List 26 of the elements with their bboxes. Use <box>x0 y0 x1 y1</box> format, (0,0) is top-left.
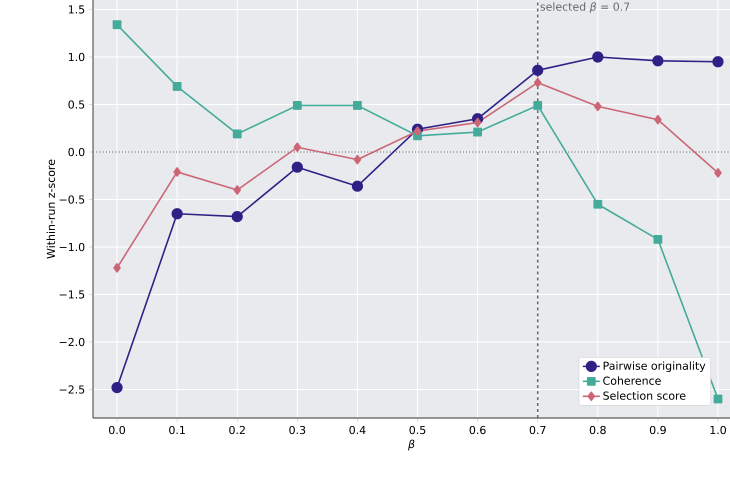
y-tick-label: −0.5 <box>60 195 84 204</box>
legend-label: Selection score <box>603 391 686 400</box>
x-tick-label: 0.0 <box>109 426 126 434</box>
x-axis-title: β <box>408 440 414 450</box>
legend-label: Coherence <box>603 376 661 385</box>
x-tick-label: 0.7 <box>530 426 546 434</box>
x-tick-label: 0.3 <box>289 426 306 434</box>
y-tick-label: −1.0 <box>60 242 84 252</box>
y-tick-label: −2.0 <box>60 338 84 346</box>
y-tick-label: 0.0 <box>68 148 84 156</box>
ref-line-label: selected β = 0.7 <box>540 2 630 13</box>
x-tick-label: 0.5 <box>410 426 426 434</box>
x-tick-label: 0.1 <box>169 426 185 434</box>
y-tick-label: 1.0 <box>68 52 84 62</box>
x-tick-label: 0.6 <box>470 426 486 434</box>
y-tick-label: 0.5 <box>68 100 84 109</box>
x-tick-label: 0.4 <box>349 426 366 434</box>
y-tick-label: −2.5 <box>60 385 84 394</box>
x-tick-label: 0.2 <box>229 426 245 434</box>
x-tick-label: 0.8 <box>590 426 606 434</box>
y-tick-label: −1.5 <box>60 290 84 299</box>
x-tick-label: 0.9 <box>650 426 666 434</box>
y-axis-title: Within-run z-score <box>46 160 56 259</box>
y-tick-label: 1.5 <box>68 5 84 14</box>
x-tick-label: 1.0 <box>710 426 726 434</box>
legend-label: Pairwise originality <box>604 361 706 372</box>
